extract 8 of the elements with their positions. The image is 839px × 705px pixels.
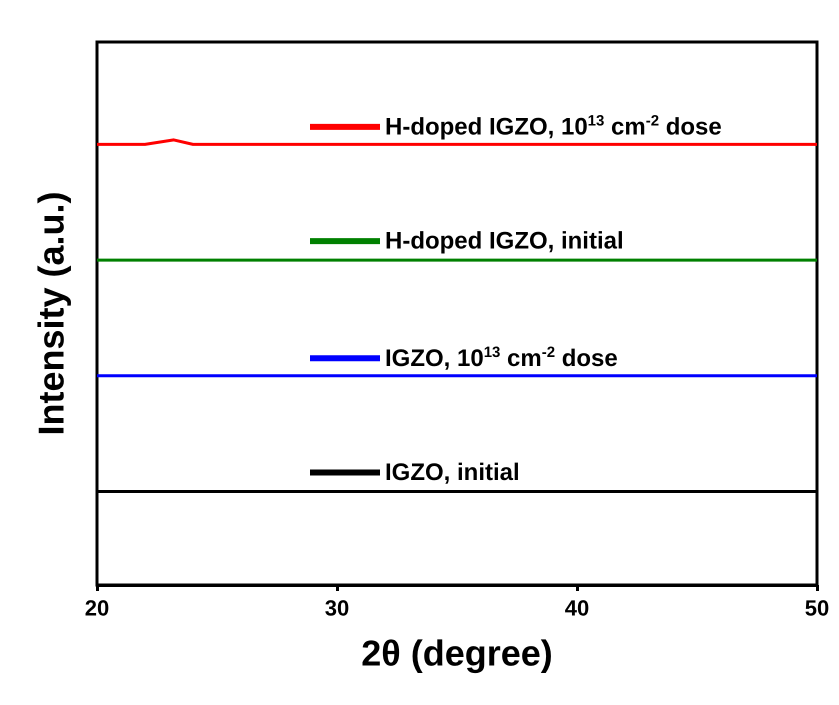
legend-label: H-doped IGZO, initial bbox=[385, 228, 624, 255]
x-axis-title: 2θ (degree) bbox=[361, 632, 553, 674]
x-tick-label: 20 bbox=[84, 596, 110, 620]
x-tick-label: 30 bbox=[324, 596, 350, 620]
legend-label: IGZO, initial bbox=[385, 459, 520, 486]
x-tick-label: 40 bbox=[564, 596, 590, 620]
y-axis-title: Intensity (a.u.) bbox=[30, 191, 72, 436]
x-tick-label: 50 bbox=[804, 596, 830, 620]
